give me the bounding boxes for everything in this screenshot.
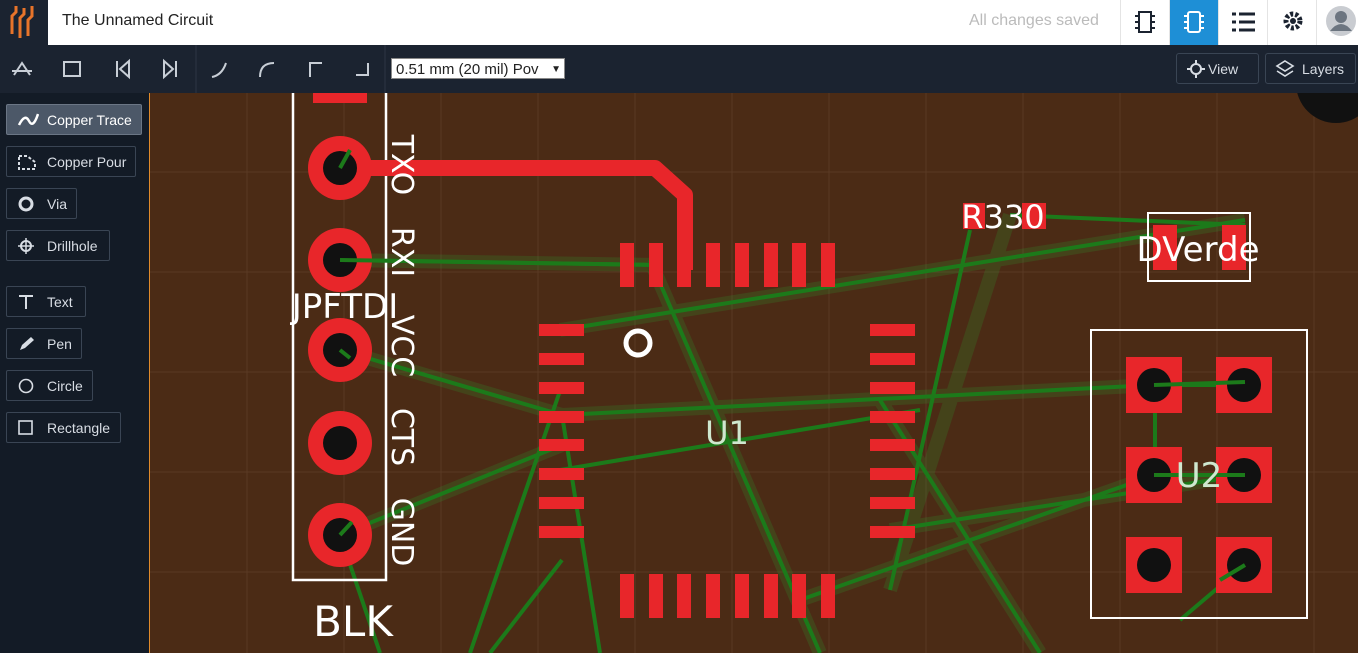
tool-label: Via: [47, 196, 67, 212]
pin-label: VCC: [384, 315, 419, 377]
tool-label: Rectangle: [47, 420, 111, 436]
connector-outline: [291, 93, 388, 582]
project-title[interactable]: The Unnamed Circuit: [62, 12, 214, 29]
via[interactable]: [623, 328, 653, 358]
logo[interactable]: [0, 0, 48, 45]
pin-labels: TXO RXI VCC CTS GND: [384, 134, 419, 567]
header: The Unnamed Circuit All changes saved: [0, 0, 1358, 46]
u2-outline: [1090, 329, 1308, 619]
connector-label: JPFTDI: [290, 287, 398, 327]
u1-pads: [539, 243, 915, 618]
trace-width: 0.51 mm (20 mil) Pov: [396, 61, 539, 78]
tool-button[interactable]: Rectangle: [6, 412, 121, 443]
tool-button[interactable]: Copper Pour: [6, 146, 136, 177]
pcb-canvas[interactable]: TXO RXI VCC CTS GND JPFTDI BLK U1 R330 D…: [150, 93, 1358, 653]
next-tool[interactable]: [163, 58, 177, 80]
avatar[interactable]: [1316, 0, 1358, 45]
copper-trace[interactable]: [340, 160, 693, 270]
toolbar-icons: [12, 45, 386, 93]
board-corner: [1297, 93, 1358, 123]
corner-tool[interactable]: [309, 62, 322, 77]
schematic-button[interactable]: [1120, 0, 1169, 45]
toolbar: [0, 45, 1358, 94]
tool-button[interactable]: Pen: [6, 328, 82, 359]
tool-label: Copper Trace: [47, 112, 132, 128]
connector-note: BLK: [313, 597, 394, 646]
pin-label: GND: [384, 498, 419, 567]
resistor-label: R330: [961, 198, 1044, 236]
save-status: All changes saved: [969, 12, 1099, 29]
curve-tool[interactable]: [211, 62, 227, 78]
view-button[interactable]: View: [1176, 53, 1259, 84]
view-label: View: [1208, 61, 1239, 77]
tool-button[interactable]: Copper Trace: [6, 104, 142, 135]
tool-button[interactable]: Text: [6, 286, 86, 317]
fit-tool[interactable]: [63, 61, 81, 77]
arc-tool[interactable]: [259, 62, 275, 78]
prev-tool[interactable]: [116, 58, 130, 80]
led-pads: [1153, 225, 1246, 270]
list-button[interactable]: [1218, 0, 1267, 45]
resistor-pads: [963, 203, 1046, 229]
flip-tool[interactable]: [12, 61, 32, 76]
tool-button[interactable]: Circle: [6, 370, 93, 401]
led-outline: [1147, 212, 1251, 282]
u2-label: U2: [1176, 456, 1223, 496]
tool-label: Pen: [47, 336, 72, 352]
pad: [313, 93, 367, 103]
layers-button[interactable]: Layers: [1265, 53, 1356, 84]
led-label: DVerde: [1136, 230, 1259, 270]
logo-icon: [10, 6, 34, 38]
settings-button[interactable]: [1267, 0, 1316, 45]
u1-label: U1: [705, 414, 749, 452]
tool-label: Circle: [47, 378, 83, 394]
tool-label: Drillhole: [47, 238, 98, 254]
tool-button[interactable]: Drillhole: [6, 230, 110, 261]
pin-label: CTS: [384, 408, 419, 466]
tool-label: Copper Pour: [47, 154, 127, 170]
tool-panel: Copper Trace Copper Pour Via Drillhole T…: [0, 93, 150, 653]
trace-width-select[interactable]: 0.51 mm (20 mil) Pov ▼: [391, 58, 565, 79]
tool-label: Text: [47, 294, 73, 310]
corner-tool-2[interactable]: [356, 63, 369, 76]
tool-button[interactable]: Via: [6, 188, 77, 219]
pcb-button[interactable]: [1169, 0, 1218, 45]
pin-label: RXI: [384, 227, 419, 277]
pin-label: TXO: [384, 134, 419, 196]
layers-label: Layers: [1302, 61, 1345, 77]
